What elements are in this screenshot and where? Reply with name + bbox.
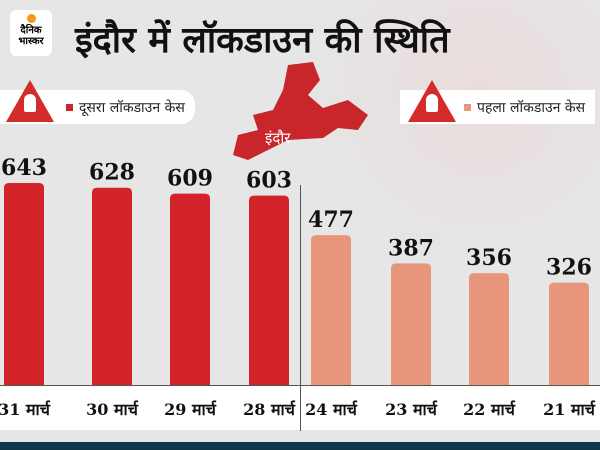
legend-swatch	[66, 103, 73, 111]
warning-lock-icon	[6, 80, 54, 122]
data-label: 356	[466, 245, 512, 271]
data-label: 603	[246, 168, 292, 194]
map-label-indore: इंदौर	[265, 129, 291, 147]
x-tick-label: 31 मार्च	[0, 400, 51, 419]
data-label: 628	[89, 160, 135, 186]
bar	[170, 193, 210, 385]
bar	[249, 195, 289, 385]
bar	[549, 282, 589, 385]
page-title: इंदौर में लॉकडाउन की स्थिति	[75, 20, 450, 61]
data-label: 387	[388, 235, 434, 261]
dainik-bhaskar-logo: दैनिक भास्कर	[10, 10, 52, 56]
legend-label: पहला लॉकडाउन केस	[477, 99, 586, 116]
data-label: 609	[167, 166, 213, 192]
x-tick-label: 22 मार्च	[463, 400, 516, 419]
x-tick-label: 21 मार्च	[543, 400, 596, 419]
legend-swatch	[464, 103, 471, 111]
x-tick-label: 29 मार्च	[164, 400, 217, 419]
footer-bar	[0, 442, 600, 450]
data-label: 477	[308, 207, 354, 233]
bar	[92, 187, 132, 385]
lockdown-divider	[300, 185, 301, 431]
x-tick-label: 30 मार्च	[86, 400, 139, 419]
x-tick-label: 28 मार्च	[243, 400, 296, 419]
data-label: 326	[546, 255, 592, 281]
bar	[469, 273, 509, 385]
data-label: 643	[1, 155, 47, 181]
bar	[4, 183, 44, 385]
legend-label: दूसरा लॉकडाउन केस	[79, 99, 185, 116]
x-tick-label: 23 मार्च	[385, 400, 438, 419]
bar	[311, 235, 351, 385]
x-tick-label: 24 मार्च	[305, 400, 358, 419]
madhya-pradesh-map-icon	[233, 62, 368, 160]
warning-lock-icon	[408, 80, 456, 122]
bar	[391, 263, 431, 385]
